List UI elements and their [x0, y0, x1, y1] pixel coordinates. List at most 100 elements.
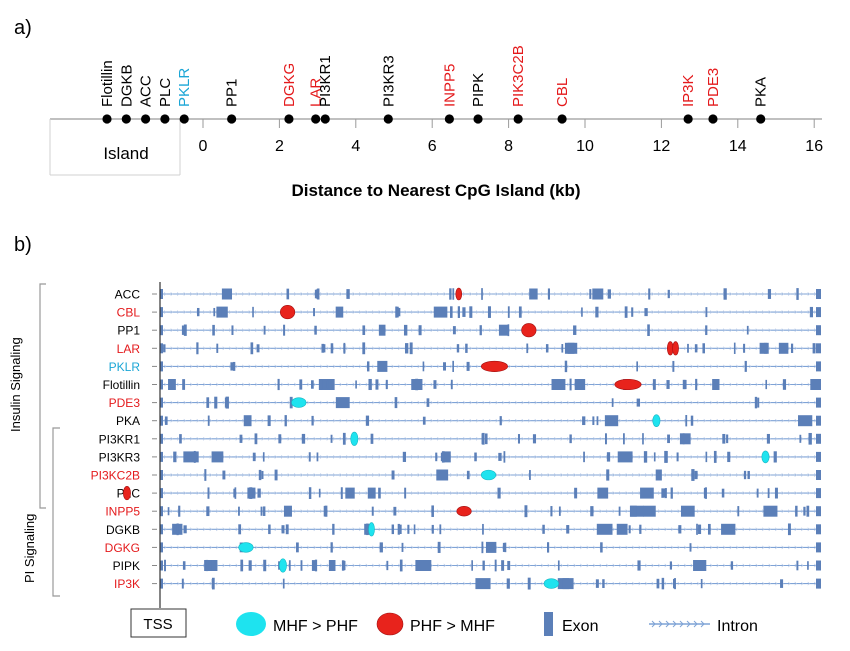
- intron-arrow: [183, 473, 186, 477]
- intron-arrow: [385, 491, 388, 495]
- intron-arrow: [294, 563, 297, 568]
- intron-arrow: [333, 346, 336, 351]
- intron-arrow: [788, 509, 791, 514]
- exon: [308, 487, 312, 499]
- intron-arrow: [391, 418, 394, 423]
- intron-arrow: [794, 473, 797, 477]
- intron-arrow: [690, 382, 693, 387]
- exon: [606, 452, 611, 462]
- intron-arrow: [235, 491, 238, 495]
- intron-arrow: [697, 509, 700, 514]
- intron-arrow: [528, 545, 531, 550]
- intron-arrow: [287, 436, 290, 441]
- intron-arrow: [794, 400, 797, 405]
- intron-arrow: [690, 364, 693, 369]
- intron-arrow: [170, 292, 173, 296]
- intron-arrow: [235, 473, 238, 477]
- intron-arrow: [599, 400, 602, 405]
- intron-arrow: [404, 400, 407, 405]
- intron-arrow: [742, 436, 745, 441]
- exon: [178, 505, 181, 517]
- intron-arrow: [287, 491, 290, 495]
- intron-arrow: [456, 400, 459, 405]
- intron-arrow: [521, 364, 524, 369]
- exon: [700, 578, 703, 589]
- intron-arrow: [599, 310, 602, 314]
- track-label: DGKG: [105, 541, 140, 555]
- intron-arrow: [443, 292, 446, 296]
- gene-track: PI3KC2B: [91, 469, 821, 483]
- exon: [330, 542, 333, 553]
- intron-arrow: [313, 581, 316, 586]
- intron-arrow: [482, 455, 485, 459]
- exon: [407, 524, 410, 534]
- intron-arrow: [684, 527, 687, 532]
- intron-arrow: [365, 346, 368, 351]
- intron-arrow: [437, 364, 440, 369]
- intron-arrow: [606, 310, 609, 314]
- intron-arrow: [222, 346, 225, 351]
- intron-arrow: [430, 436, 433, 441]
- intron-arrow: [268, 310, 271, 314]
- intron-arrow: [580, 400, 583, 405]
- intron-arrow: [281, 328, 284, 333]
- intron-arrow: [255, 328, 258, 333]
- intron-arrow: [398, 581, 401, 586]
- intron-arrow: [326, 473, 329, 477]
- intron-arrow: [742, 400, 745, 405]
- intron-arrow: [508, 418, 511, 423]
- intron-arrow: [170, 310, 173, 314]
- intron-arrow: [456, 328, 459, 333]
- intron-arrow: [450, 400, 453, 405]
- intron-arrow: [651, 364, 654, 369]
- intron-arrow: [586, 509, 589, 514]
- intron-arrow: [437, 563, 440, 568]
- intron-arrow: [580, 581, 583, 586]
- exon: [261, 470, 264, 480]
- intron-arrow: [560, 473, 563, 477]
- intron-arrow: [170, 455, 173, 459]
- intron-arrow: [248, 310, 251, 314]
- exon: [160, 415, 163, 426]
- exon: [222, 470, 226, 480]
- intron-arrow: [346, 563, 349, 568]
- exon: [744, 360, 747, 372]
- intron-arrow: [476, 382, 479, 387]
- intron-arrow: [632, 563, 635, 568]
- intron-arrow: [385, 346, 388, 351]
- intron-arrow: [170, 364, 173, 369]
- intron-arrow: [359, 364, 362, 369]
- intron-arrow: [450, 328, 453, 333]
- exon: [816, 379, 821, 390]
- intron-arrow: [684, 364, 687, 369]
- intron-arrow: [710, 491, 713, 495]
- intron-arrow: [450, 473, 453, 477]
- intron-arrow: [177, 436, 180, 441]
- gene-label: DGKB: [118, 64, 135, 107]
- intron-arrow: [619, 581, 622, 586]
- exon: [595, 306, 599, 318]
- intron-arrow: [229, 328, 232, 333]
- intron-arrow: [450, 581, 453, 586]
- exon: [452, 288, 455, 300]
- intron-arrow: [443, 346, 446, 351]
- exon: [765, 379, 768, 390]
- intron-arrow: [781, 563, 784, 568]
- intron-arrow: [209, 310, 212, 314]
- intron-arrow: [411, 364, 414, 369]
- intron-arrow: [203, 491, 206, 495]
- intron-arrow: [632, 545, 635, 550]
- intron-arrow: [664, 563, 667, 568]
- intron-arrow: [703, 382, 706, 387]
- intron-arrow: [372, 328, 375, 333]
- exon: [391, 524, 395, 535]
- intron-arrow: [495, 328, 498, 333]
- intron-arrow: [216, 364, 219, 369]
- intron-arrow: [658, 436, 661, 441]
- intron-arrow: [534, 418, 537, 423]
- exon: [160, 307, 163, 318]
- intron-arrow: [775, 328, 778, 333]
- intron-arrow: [268, 328, 271, 333]
- intron-arrow: [606, 581, 609, 586]
- intron-arrow: [476, 364, 479, 369]
